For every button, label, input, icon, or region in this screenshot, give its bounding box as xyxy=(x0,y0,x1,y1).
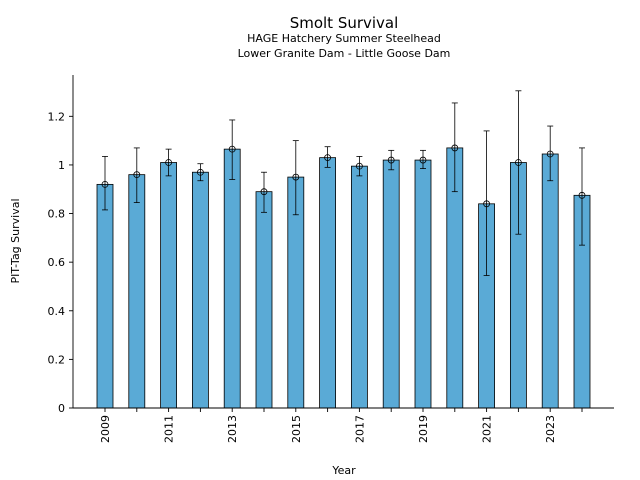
x-tick-label: 2019 xyxy=(417,415,430,443)
x-tick-label: 2023 xyxy=(544,415,557,443)
x-tick-label: 2021 xyxy=(481,415,494,443)
estimate-point-2014 xyxy=(260,188,268,196)
x-tick-label: 2017 xyxy=(353,415,366,443)
chart-subtitle-line-1: HAGE Hatchery Summer Steelhead xyxy=(247,32,441,45)
x-tick-label: 2009 xyxy=(99,415,112,443)
y-tick-label: 1.2 xyxy=(48,110,66,123)
y-tick-label: 1 xyxy=(58,159,65,172)
estimate-point-2024 xyxy=(578,191,586,199)
bar-2009 xyxy=(96,183,114,409)
bar-2019 xyxy=(414,159,432,409)
chart-subtitle-line-2: Lower Granite Dam - Little Goose Dam xyxy=(238,47,451,60)
x-tick-label: 2015 xyxy=(290,415,303,443)
y-axis-label: PIT-Tag Survival xyxy=(9,198,22,283)
bar-2014 xyxy=(255,191,273,409)
y-tick-label: 0.2 xyxy=(48,353,66,366)
estimate-point-2021 xyxy=(483,200,491,208)
estimate-point-2015 xyxy=(292,173,300,181)
estimate-point-2023 xyxy=(546,150,554,158)
estimate-point-2009 xyxy=(101,180,109,188)
bar-2013 xyxy=(223,148,241,409)
bar-2018 xyxy=(382,159,400,409)
estimate-point-2019 xyxy=(419,156,427,164)
y-tick-label: 0.8 xyxy=(48,208,66,221)
estimate-point-2018 xyxy=(387,156,395,164)
estimate-point-2012 xyxy=(196,168,204,176)
bar-2023 xyxy=(541,153,559,409)
estimate-point-2016 xyxy=(324,154,332,162)
estimate-point-2011 xyxy=(165,159,173,166)
x-axis-label: Year xyxy=(331,464,356,477)
bar-2010 xyxy=(128,174,146,409)
estimate-point-2017 xyxy=(355,162,363,170)
bar-2017 xyxy=(350,165,368,409)
y-tick-label: 0.4 xyxy=(48,305,66,318)
x-tick-label: 2013 xyxy=(226,415,239,443)
chart-title: Smolt Survival xyxy=(290,14,399,32)
y-tick-label: 0 xyxy=(58,402,65,415)
estimate-point-2013 xyxy=(228,145,236,153)
estimate-point-2022 xyxy=(515,159,522,166)
bar-2011 xyxy=(160,162,178,409)
bar-2012 xyxy=(191,171,209,409)
y-tick-label: 0.6 xyxy=(48,256,66,269)
x-tick-label: 2011 xyxy=(163,415,176,443)
estimate-point-2020 xyxy=(451,144,459,152)
plot-area xyxy=(96,90,591,409)
estimate-point-2010 xyxy=(133,171,141,179)
bar-2016 xyxy=(319,157,337,409)
